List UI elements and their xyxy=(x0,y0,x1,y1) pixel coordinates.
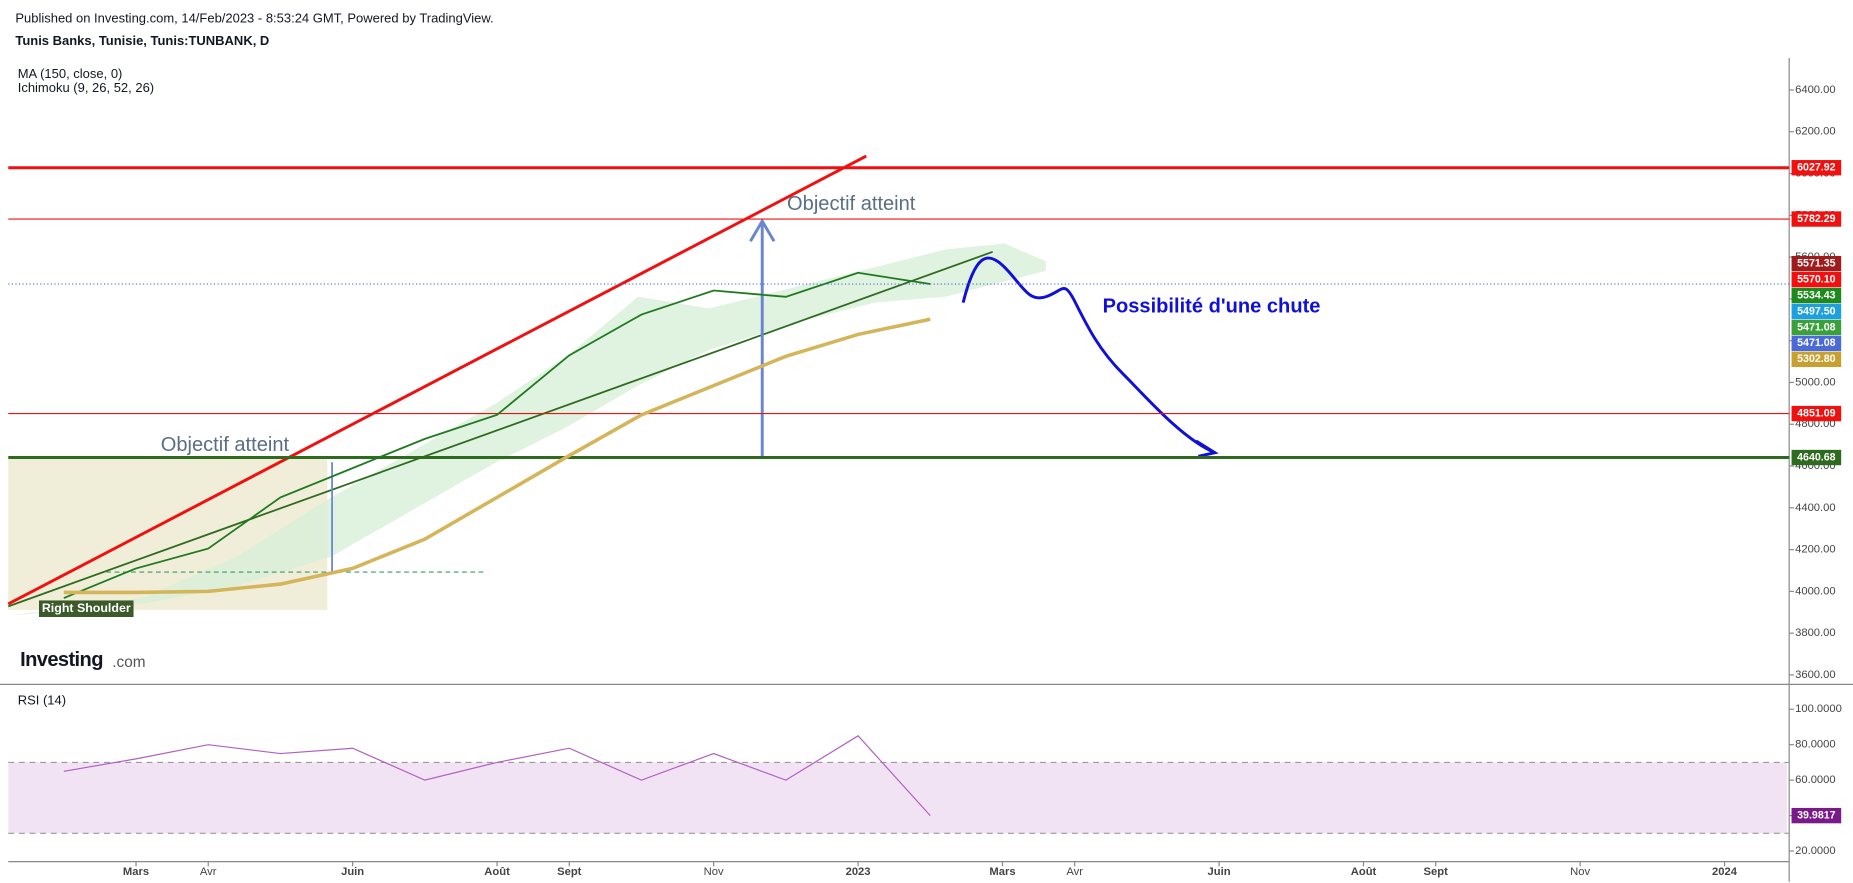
price-label-bg xyxy=(1791,449,1842,466)
price-label: 4851.09 xyxy=(1797,407,1835,419)
price-label: 5471.08 xyxy=(1797,337,1835,349)
published: Published on Investing.com, 14/Feb/2023 … xyxy=(15,10,493,25)
price-label: 5497.50 xyxy=(1797,305,1835,317)
logo-suffix: .com xyxy=(112,654,145,671)
price-label-bg xyxy=(1791,405,1842,422)
arrow-head xyxy=(1195,439,1219,458)
symbol: Tunis Banks, Tunisie, Tunis:TUNBANK, D xyxy=(15,33,269,48)
rsi-line xyxy=(63,735,931,817)
x-tick-label: Sept xyxy=(557,866,582,878)
price-label-bg xyxy=(1791,160,1842,176)
annotation: Objectif atteint xyxy=(787,193,916,215)
price-label: 6027.92 xyxy=(1797,162,1835,174)
x-tick-label: Mars xyxy=(989,866,1015,878)
price-label-bg xyxy=(1791,287,1842,304)
arrow-head xyxy=(749,218,776,242)
y-tick-label: 3800.00 xyxy=(1795,627,1836,639)
y-tick-label: 80.0000 xyxy=(1795,739,1836,751)
x-tick-label: Juin xyxy=(341,866,364,878)
indicator: Ichimoku (9, 26, 52, 26) xyxy=(18,80,154,95)
y-tick-label: 6200.00 xyxy=(1795,126,1836,138)
price-label: 5782.29 xyxy=(1797,213,1835,225)
x-tick-label: Avr xyxy=(1066,866,1083,878)
price-label-bg xyxy=(1791,319,1842,336)
trend-line xyxy=(7,154,867,606)
y-tick-label: 4400.00 xyxy=(1795,502,1836,514)
price-label-bg xyxy=(1791,211,1842,227)
x-tick-label: Nov xyxy=(704,866,724,878)
x-tick-label: Juin xyxy=(1208,866,1231,878)
annotation: Possibilité d'une chute xyxy=(1103,296,1321,318)
indicator: MA (150, close, 0) xyxy=(18,66,123,81)
price-label-bg xyxy=(1791,271,1842,288)
ichimoku-cloud xyxy=(8,243,1046,616)
price-label: 5570.10 xyxy=(1797,273,1835,285)
price-label: 5534.43 xyxy=(1797,289,1835,301)
drawings xyxy=(0,58,1853,882)
price-label: 5302.80 xyxy=(1797,353,1835,365)
y-tick-label: 100.0000 xyxy=(1795,703,1842,715)
rsi-title: RSI (14) xyxy=(18,692,66,707)
x-tick-label: Août xyxy=(484,866,510,878)
label-box xyxy=(38,600,134,617)
projection xyxy=(961,256,1216,455)
x-tick-label: Mars xyxy=(123,866,149,878)
price-label-bg xyxy=(1791,303,1842,320)
series-line xyxy=(63,271,931,599)
x-tick-label: 2023 xyxy=(846,866,871,878)
price-label-bg xyxy=(1791,255,1842,272)
x-tick-label: Nov xyxy=(1570,866,1590,878)
y-tick-label: 4000.00 xyxy=(1795,585,1836,597)
y-tick-label: 3600.00 xyxy=(1795,669,1836,681)
rsi-label-bg xyxy=(1791,807,1842,824)
y-tick-label: 20.0000 xyxy=(1795,845,1836,857)
y-tick-label: 4200.00 xyxy=(1795,544,1836,556)
trend-line xyxy=(7,250,993,608)
x-tick-label: Avr xyxy=(200,866,217,878)
y-tick-label: 5000.00 xyxy=(1795,376,1836,388)
x-tick-label: 2024 xyxy=(1712,866,1738,878)
rsi-label: 39.9817 xyxy=(1797,809,1835,821)
annotation: Right Shoulder xyxy=(42,601,131,615)
price-label-bg xyxy=(1791,335,1842,352)
rsi-band xyxy=(8,762,1787,834)
annotation: Objectif atteint xyxy=(161,434,290,456)
logo: Investing xyxy=(20,649,103,671)
price-label: 4640.68 xyxy=(1797,451,1835,463)
series-line xyxy=(63,317,931,595)
y-tick-label: 60.0000 xyxy=(1795,774,1836,786)
x-tick-label: Sept xyxy=(1424,866,1449,878)
price-label: 5571.35 xyxy=(1797,257,1835,269)
x-tick-label: Août xyxy=(1351,866,1377,878)
price-label-bg xyxy=(1791,351,1842,368)
price-label: 5471.08 xyxy=(1797,321,1835,333)
y-tick-label: 6400.00 xyxy=(1795,84,1836,96)
